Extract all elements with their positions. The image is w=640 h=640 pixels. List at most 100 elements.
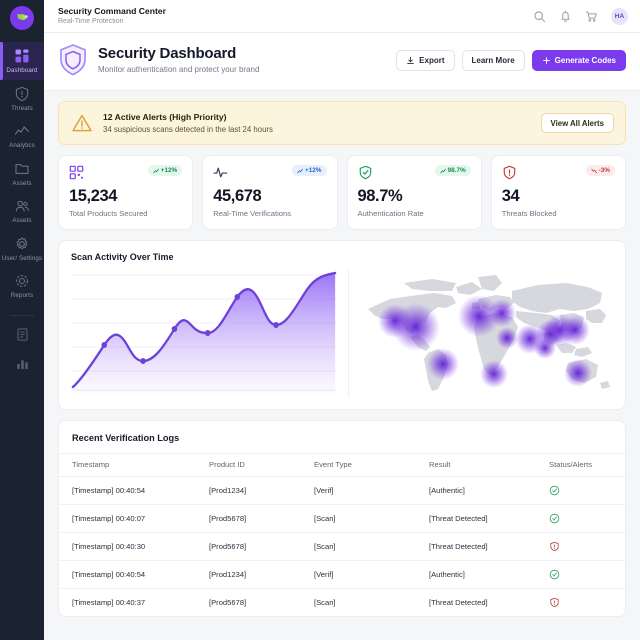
- table-header-row: Timestamp Product ID Event Type Result S…: [59, 453, 625, 477]
- check-circle-icon: [549, 513, 560, 524]
- cell-product-id: [Prod5678]: [209, 598, 247, 607]
- cell-event-type: [Verif]: [301, 560, 416, 589]
- cell-timestamp: [Timestamp] 00:40:54: [59, 476, 196, 505]
- cell-status: [536, 504, 625, 533]
- cell-product-id: [Prod5678]: [196, 532, 301, 561]
- sidebar-item-label: Assets: [12, 217, 32, 224]
- stat-card-top: -3%: [502, 165, 615, 180]
- brand-subtitle: Real-Time Protection: [58, 18, 124, 25]
- shield-alert-icon: [15, 86, 29, 101]
- status-badge: -3%: [585, 165, 615, 176]
- topbar-actions: HA: [533, 7, 628, 25]
- sidebar-item-user-settings[interactable]: User/ Settings: [0, 230, 44, 268]
- table-head: Timestamp Product ID Event Type Result S…: [59, 453, 625, 477]
- page-subtitle: Monitor authentication and protect your …: [98, 65, 260, 74]
- sidebar-item-assets-users[interactable]: Assets: [0, 192, 44, 230]
- sidebar-item-label: Threats: [11, 104, 33, 112]
- cell-event-type: [Scan]: [301, 532, 416, 561]
- table-row[interactable]: [Timestamp] 00:40:37 [Prod5678] [Scan] […: [59, 589, 625, 617]
- cell-result: [Threat Detected]: [416, 532, 536, 561]
- trend-up-icon: [153, 168, 159, 173]
- stat-value: 34: [501, 187, 520, 205]
- cog-icon: [16, 275, 28, 287]
- bell-icon[interactable]: [559, 10, 572, 23]
- column-header-result: Result: [416, 453, 536, 477]
- sidebar-item-label: Analytics: [9, 142, 35, 149]
- alert-title: 12 Active Alerts (High Priority): [103, 112, 227, 122]
- sidebar-item-assets-folder[interactable]: Assets: [0, 155, 44, 193]
- sidebar: Dashboard Threats Analytics Assets: [0, 0, 44, 640]
- stat-card-products-secured: +12% 15,234 Total Products Secured: [58, 155, 194, 230]
- sidebar-item-bar-chart[interactable]: [0, 349, 44, 378]
- stat-label: Authentication Rate: [357, 209, 424, 218]
- stat-label: Real-Time Verifications: [213, 209, 292, 218]
- cell-timestamp: [Timestamp] 00:40:54: [59, 560, 196, 589]
- verification-logs-title: Recent Verification Logs: [72, 433, 180, 443]
- chart-data-points: [101, 294, 279, 364]
- cell-status: [536, 589, 625, 617]
- cell-status: [536, 560, 625, 589]
- avatar[interactable]: HA: [611, 7, 628, 25]
- area-chart-svg: [71, 271, 337, 393]
- export-button[interactable]: Export: [396, 49, 455, 71]
- cell-event-type: [Scan]: [314, 598, 336, 607]
- scan-activity-map[interactable]: [360, 269, 613, 397]
- topbar: Security Command Center Real-Time Protec…: [44, 0, 640, 33]
- view-all-alerts-button[interactable]: View All Alerts: [540, 113, 614, 133]
- header-actions: Export Learn More Generate Codes: [396, 49, 626, 71]
- page-title: Security Dashboard: [98, 45, 237, 62]
- gear-icon: [16, 236, 28, 249]
- activity-pulse-icon: [213, 167, 228, 178]
- grid-icon: [15, 49, 29, 63]
- sidebar-item-dashboard[interactable]: Dashboard: [0, 42, 44, 80]
- stat-cards: +12% 15,234 Total Products Secured: [58, 155, 626, 230]
- learn-more-button[interactable]: Learn More: [461, 49, 525, 71]
- trend-down-icon: [590, 168, 597, 173]
- cell-status: [536, 532, 625, 561]
- verification-logs-panel: Recent Verification Logs Timestamp Produ…: [58, 420, 626, 617]
- stat-card-threats-blocked: -3% 34 Threats Blocked: [490, 155, 626, 230]
- sidebar-item-analytics[interactable]: Analytics: [0, 117, 44, 155]
- stat-value: 98.7%: [357, 187, 403, 205]
- stat-card-realtime-verifications: +12% 45,678 Real-Time Verifications: [202, 155, 338, 230]
- sidebar-item-label: Reports: [10, 292, 34, 299]
- stat-card-top: +12%: [213, 165, 327, 180]
- table-row[interactable]: [Timestamp] 00:40:30 [Prod5678] [Scan] […: [59, 532, 625, 561]
- search-icon[interactable]: [533, 10, 546, 23]
- stat-card-authentication-rate: 98.7% 98.7% Authentication Rate: [346, 155, 482, 230]
- sidebar-item-label: User/ Settings: [1, 254, 43, 262]
- alert-circle-icon: [503, 165, 516, 180]
- warning-triangle-icon: [72, 114, 92, 132]
- page-body: 12 Active Alerts (High Priority) 34 susp…: [44, 91, 640, 640]
- users-icon: [15, 200, 29, 212]
- cell-timestamp: [Timestamp] 00:40:07: [59, 504, 196, 533]
- bar-chart-icon: [16, 359, 28, 369]
- cell-event-type: [Verif]: [301, 476, 416, 505]
- leaf-logo-icon[interactable]: [10, 6, 34, 30]
- generate-codes-button[interactable]: Generate Codes: [531, 49, 626, 71]
- cart-icon[interactable]: [585, 10, 598, 23]
- cell-result: [Threat Detected]: [416, 504, 536, 533]
- map-hotspots: [378, 295, 592, 388]
- line-chart-icon: [14, 126, 29, 135]
- cell-result: [Authentic]: [416, 560, 536, 589]
- cell-event-type: [Scan]: [301, 504, 416, 533]
- cell-result: [Threat Detected]: [429, 598, 488, 607]
- sidebar-item-reports[interactable]: Reports: [0, 267, 44, 305]
- sidebar-item-threats[interactable]: Threats: [0, 80, 44, 118]
- status-badge-label: -3%: [598, 167, 610, 174]
- generate-codes-label: Generate Codes: [554, 55, 616, 65]
- table-row[interactable]: [Timestamp] 00:40:54 [Prod1234] [Verif] …: [59, 560, 625, 589]
- status-badge: +12%: [147, 165, 183, 176]
- table-row[interactable]: [Timestamp] 00:40:54 [Prod1234] [Verif] …: [59, 476, 625, 505]
- leaf-logo-glyph: [17, 14, 28, 21]
- scan-activity-chart[interactable]: [71, 269, 337, 397]
- cell-result: [Authentic]: [416, 476, 536, 505]
- sidebar-item-documents[interactable]: [0, 320, 44, 349]
- trend-up-icon: [297, 168, 303, 173]
- sidebar-item-label: Assets: [12, 179, 32, 187]
- alert-subtitle: 34 suspicious scans detected in the last…: [103, 125, 273, 134]
- column-header-event-type: Event Type: [301, 453, 416, 477]
- table-row[interactable]: [Timestamp] 00:40:07 [Prod5678] [Scan] […: [59, 504, 625, 533]
